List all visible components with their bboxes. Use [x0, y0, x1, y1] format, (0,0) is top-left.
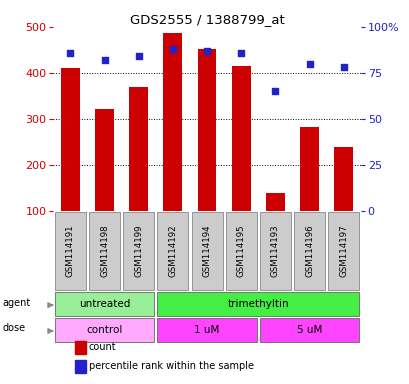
Point: [237, 50, 244, 56]
Bar: [197, 48, 216, 211]
Bar: [74, 360, 85, 373]
Title: GDS2555 / 1388799_at: GDS2555 / 1388799_at: [129, 13, 284, 26]
FancyBboxPatch shape: [191, 212, 222, 290]
Bar: [333, 147, 352, 211]
Point: [339, 65, 346, 71]
Bar: [265, 193, 284, 211]
FancyBboxPatch shape: [55, 292, 154, 316]
FancyBboxPatch shape: [293, 212, 324, 290]
Text: agent: agent: [2, 298, 30, 308]
Text: GSM114196: GSM114196: [304, 225, 313, 277]
FancyBboxPatch shape: [157, 318, 256, 341]
Point: [272, 88, 278, 94]
Bar: [61, 68, 80, 211]
Text: GSM114191: GSM114191: [66, 225, 75, 277]
Bar: [74, 341, 85, 354]
Point: [169, 46, 176, 52]
Text: percentile rank within the sample: percentile rank within the sample: [88, 361, 253, 371]
FancyBboxPatch shape: [123, 212, 154, 290]
FancyBboxPatch shape: [327, 212, 358, 290]
Text: count: count: [88, 342, 116, 352]
Text: 5 uM: 5 uM: [296, 324, 321, 334]
Text: GSM114198: GSM114198: [100, 225, 109, 277]
FancyBboxPatch shape: [259, 212, 290, 290]
FancyBboxPatch shape: [89, 212, 120, 290]
Point: [67, 50, 74, 56]
Text: dose: dose: [2, 323, 25, 333]
Text: GSM114194: GSM114194: [202, 225, 211, 277]
Bar: [231, 66, 250, 211]
Text: 1 uM: 1 uM: [194, 324, 219, 334]
Bar: [129, 87, 148, 211]
FancyBboxPatch shape: [157, 212, 188, 290]
Point: [101, 57, 108, 63]
Text: GSM114195: GSM114195: [236, 225, 245, 277]
Point: [203, 48, 210, 54]
Text: GSM114193: GSM114193: [270, 225, 279, 277]
Text: control: control: [86, 324, 122, 334]
Bar: [95, 109, 114, 211]
FancyBboxPatch shape: [225, 212, 256, 290]
Text: GSM114197: GSM114197: [338, 225, 347, 277]
FancyBboxPatch shape: [55, 318, 154, 341]
Point: [306, 61, 312, 67]
Bar: [163, 33, 182, 211]
Text: untreated: untreated: [79, 299, 130, 309]
Text: GSM114192: GSM114192: [168, 225, 177, 277]
Bar: [299, 127, 318, 211]
FancyBboxPatch shape: [55, 212, 86, 290]
FancyBboxPatch shape: [259, 318, 358, 341]
Text: GSM114199: GSM114199: [134, 225, 143, 277]
FancyBboxPatch shape: [157, 292, 358, 316]
Text: trimethyltin: trimethyltin: [227, 299, 288, 309]
Point: [135, 53, 142, 60]
